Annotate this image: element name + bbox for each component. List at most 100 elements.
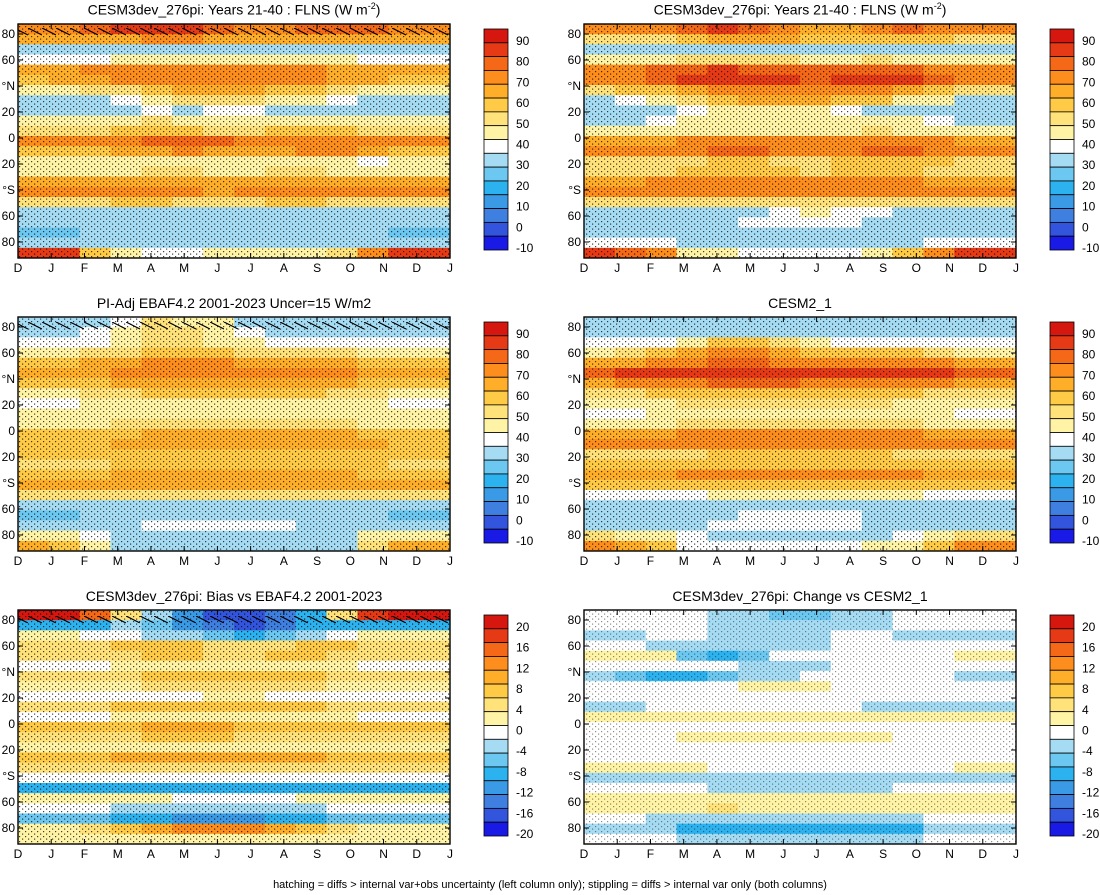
y-tick-label: 20: [568, 450, 582, 464]
colorbar-swatch: [1049, 459, 1075, 475]
stippling-overlay: [584, 24, 1016, 258]
colorbar: 20 16 12 8 4 0 -4 -8 -12 -16 -20: [1049, 614, 1100, 841]
colorbar-swatch: [483, 180, 509, 196]
x-tick-label: M: [113, 261, 123, 275]
colorbar-label: 90: [516, 327, 530, 341]
x-tick-label: F: [647, 554, 654, 568]
colorbar-label: 16: [516, 641, 530, 655]
colorbar-label: 40: [516, 431, 530, 445]
x-tick-label: D: [978, 554, 987, 568]
panel-title-p2: CESM3dev_276pi: Years 21-40 : FLNS (W m-…: [584, 1, 1016, 18]
y-tick-label: 60: [568, 209, 582, 223]
stippling-overlay: [18, 317, 450, 551]
colorbar-swatch: [1049, 514, 1075, 530]
colorbar-label: 50: [1082, 410, 1096, 424]
colorbar-swatch: [483, 349, 509, 364]
y-tick-label: 60: [2, 502, 16, 516]
x-tick-label: J: [48, 554, 54, 568]
panel-title-end: ): [941, 1, 947, 18]
x-tick-label: J: [248, 554, 254, 568]
x-tick-label: D: [14, 261, 23, 275]
y-tick-label: 60: [2, 209, 16, 223]
colorbar-label: 60: [1082, 96, 1096, 110]
heatmap-cells: [584, 610, 1016, 844]
colorbar-label: -10: [1082, 241, 1100, 255]
colorbar-swatch: [483, 97, 509, 113]
colorbar-label: 4: [516, 703, 523, 717]
colorbar-label: 60: [516, 96, 530, 110]
x-tick-label: D: [580, 554, 589, 568]
colorbar-swatch: [483, 194, 509, 209]
x-tick-label: A: [713, 554, 721, 568]
x-tick-label: M: [179, 554, 189, 568]
colorbar-label: 50: [516, 117, 530, 131]
colorbar-label: 60: [1082, 389, 1096, 403]
colorbar-label: 10: [516, 493, 530, 507]
y-tick-label: 20: [2, 743, 16, 757]
colorbar-label: 40: [1082, 138, 1096, 152]
colorbar-swatch: [483, 432, 509, 447]
x-tick-label: O: [346, 261, 355, 275]
colorbar-label: 80: [1082, 55, 1096, 69]
colorbar-label: 12: [516, 661, 530, 675]
colorbar-label: 8: [1082, 682, 1089, 696]
y-tick-label: 0: [574, 717, 581, 731]
x-tick-label: D: [978, 261, 987, 275]
colorbar-label: 80: [516, 348, 530, 362]
x-tick-label: S: [879, 847, 887, 861]
colorbar-swatch: [1049, 697, 1075, 713]
colorbar-label: -8: [516, 765, 527, 779]
x-tick-label: J: [248, 261, 254, 275]
x-tick-label: M: [745, 554, 755, 568]
stippling-overlay: [584, 610, 1016, 844]
x-tick-label: J: [814, 847, 820, 861]
x-tick-label: S: [879, 554, 887, 568]
heatmap-panel-p3: 80 60 °N 20 0 20 °S 60 80 D J F M A M J J A S O N D J 90 80 70 60 5…: [2, 316, 534, 568]
x-tick-label: D: [412, 554, 421, 568]
colorbar-swatch: [1049, 418, 1075, 433]
colorbar-swatch: [483, 445, 509, 461]
x-tick-label: D: [14, 554, 23, 568]
colorbar-swatch: [1049, 683, 1075, 699]
colorbar-swatch: [483, 221, 509, 237]
colorbar-swatch: [1049, 528, 1075, 544]
x-tick-label: J: [1013, 847, 1019, 861]
colorbar-label: 80: [516, 55, 530, 69]
y-tick-label: 20: [2, 450, 16, 464]
colorbar-label: 80: [1082, 348, 1096, 362]
colorbar-label: 20: [516, 620, 530, 634]
colorbar-label: 70: [1082, 368, 1096, 382]
x-tick-label: M: [679, 847, 689, 861]
colorbar-label: -10: [516, 534, 534, 548]
y-tick-label: 60: [2, 346, 16, 360]
colorbar-swatch: [483, 376, 509, 392]
colorbar-swatch: [483, 514, 509, 530]
y-tick-label: 80: [2, 27, 16, 41]
colorbar-swatch: [1049, 335, 1075, 351]
colorbar-swatch: [1049, 669, 1075, 685]
heatmap-panel-p4: 80 60 °N 20 0 20 °S 60 80 D J F M A M J J A S O N D J 90 80 70 60 5…: [568, 316, 1100, 568]
panel-title-p6: CESM3dev_276pi: Change vs CESM2_1: [672, 588, 928, 604]
x-tick-label: J: [814, 554, 820, 568]
stippling-overlay: [584, 317, 1016, 551]
x-tick-label: O: [912, 554, 921, 568]
x-tick-label: A: [280, 847, 288, 861]
y-tick-label: 80: [568, 613, 582, 627]
colorbar-swatch: [1049, 473, 1075, 489]
colorbar: 90 80 70 60 50 40 30 20 10 0 -10: [1049, 321, 1100, 548]
colorbar-label: 0: [516, 513, 523, 527]
colorbar-swatch: [483, 725, 509, 740]
x-tick-label: F: [81, 261, 88, 275]
x-tick-label: J: [614, 554, 620, 568]
colorbar-swatch: [1049, 725, 1075, 740]
x-tick-label: J: [1013, 261, 1019, 275]
colorbar-label: 10: [1082, 200, 1096, 214]
y-tick-label: °S: [2, 183, 15, 197]
colorbar-swatch: [1049, 656, 1075, 671]
x-tick-label: N: [945, 554, 954, 568]
heatmap-cells: [18, 24, 450, 258]
colorbar-swatch: [483, 780, 509, 795]
colorbar-label: 0: [516, 724, 523, 738]
colorbar-swatch: [1049, 28, 1075, 44]
y-tick-label: 0: [8, 131, 15, 145]
